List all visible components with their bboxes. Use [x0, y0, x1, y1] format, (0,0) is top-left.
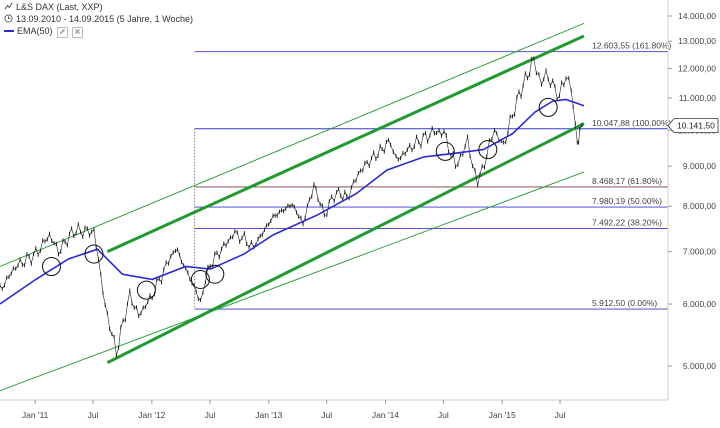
x-tick-label: Jan '11	[22, 410, 49, 420]
chart-title: L&S DAX (Last, XXP)	[16, 2, 103, 12]
remove-indicator-button[interactable]	[71, 27, 83, 38]
chart-title-row: L&S DAX (Last, XXP)	[4, 2, 103, 12]
channel-line-upper	[106, 34, 585, 253]
channel-line-outer-upper	[0, 22, 585, 267]
channel-line-lower	[106, 122, 585, 364]
x-tick-label: Jul	[88, 410, 99, 420]
fib-level-label: 7.980,19 (50.00%)	[592, 196, 662, 206]
touch-point-circle	[205, 264, 225, 284]
y-tick-label: 11.000,00	[679, 93, 716, 103]
y-tick-label: 14.000,00	[678, 11, 716, 21]
x-tick-label: Jan '13	[255, 410, 282, 420]
x-tick-label: Jan '14	[372, 410, 399, 420]
touch-point-circle	[41, 257, 61, 277]
y-tick-label: 9.000,00	[683, 161, 716, 171]
ema-swatch	[4, 30, 14, 32]
date-range: 13.09.2010 - 14.09.2015 (5 Jahre, 1 Woch…	[16, 14, 193, 24]
x-tick-label: Jul	[321, 410, 332, 420]
indicator-row: EMA(50)	[4, 26, 83, 38]
y-tick-label: 13.000,00	[678, 36, 716, 46]
edit-indicator-button[interactable]	[56, 27, 68, 38]
close-icon	[74, 29, 80, 34]
instrument-icon	[4, 2, 13, 10]
touch-point-circle	[538, 97, 558, 117]
fib-level-label: 8.468,17 (61.80%)	[592, 176, 662, 186]
ema-label: EMA(50)	[17, 26, 53, 36]
date-range-row: 13.09.2010 - 14.09.2015 (5 Jahre, 1 Woch…	[4, 14, 193, 24]
fib-level-label: 10.047,88 (100.00%)	[592, 118, 672, 128]
channel-line-outer-lower	[0, 171, 585, 392]
touch-point-circle	[84, 244, 104, 264]
touch-point-circle	[478, 140, 498, 160]
fib-level-label: 5.912,50 (0.00%)	[592, 298, 657, 308]
pencil-icon	[59, 29, 65, 34]
touch-point-circle	[435, 141, 455, 161]
x-tick-label: Jul	[555, 410, 566, 420]
last-value-box	[667, 118, 719, 134]
touch-point-circle	[136, 280, 156, 300]
x-tick-label: Jul	[438, 410, 449, 420]
x-tick-label: Jan '12	[138, 410, 165, 420]
y-tick-label: 6.000,00	[683, 299, 716, 309]
x-tick-label: Jan '15	[489, 410, 516, 420]
last-value-label: 10.141,50	[677, 121, 715, 131]
y-tick-label: 12.000,00	[678, 63, 716, 73]
touch-point-circle	[190, 269, 210, 289]
x-tick-label: Jul	[205, 410, 216, 420]
ema-series-line	[0, 98, 585, 305]
fib-level-label: 12.603,55 (161.80%)	[592, 41, 672, 51]
price-series-line	[0, 58, 583, 356]
fib-level-label: 7.492,22 (38.20%)	[592, 218, 662, 228]
y-tick-label: 8.000,00	[683, 201, 716, 211]
y-tick-label: 5.000,00	[683, 361, 716, 371]
y-tick-label: 7.000,00	[683, 247, 716, 257]
clock-icon	[4, 14, 13, 23]
